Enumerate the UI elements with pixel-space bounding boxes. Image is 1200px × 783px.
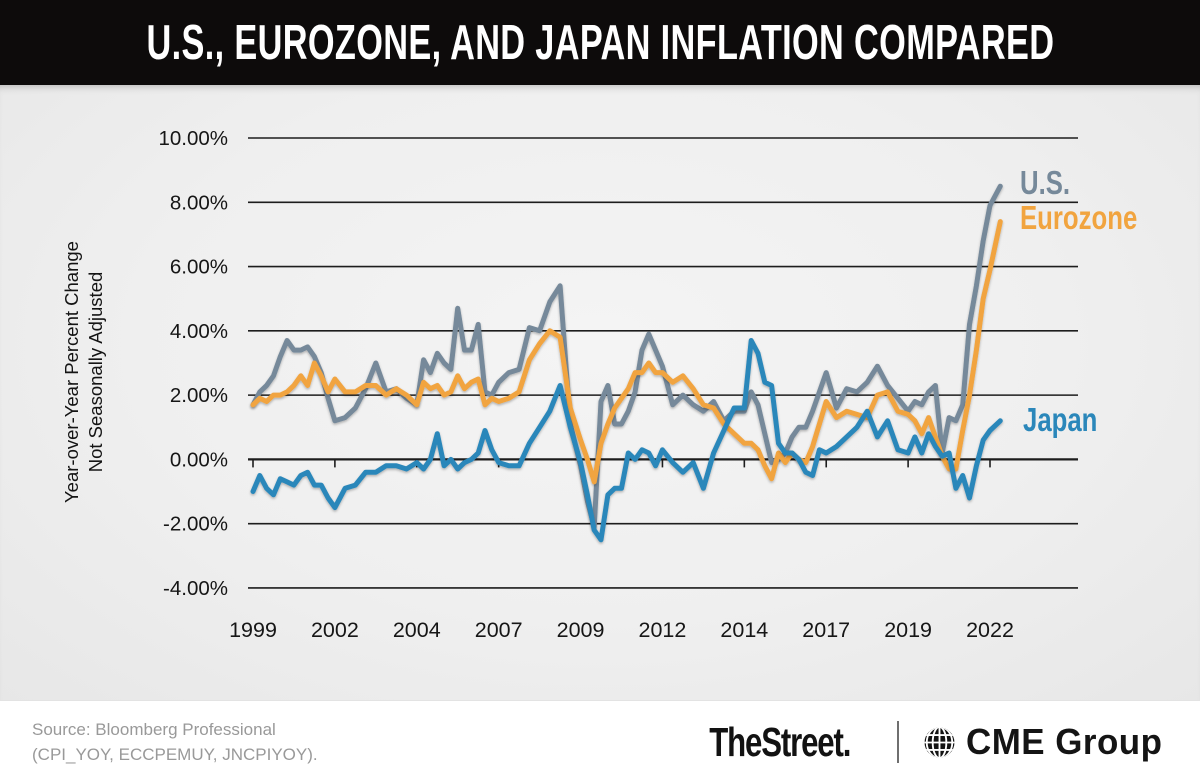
x-tick-label: 1999 <box>229 618 277 642</box>
thestreet-logo-dot: . <box>842 718 852 765</box>
footer: Source: Bloomberg Professional (CPI_YOY,… <box>0 700 1200 783</box>
x-tick-label: 2012 <box>639 618 687 642</box>
series-line-eurozone <box>250 219 1003 485</box>
thestreet-logo-text: TheStreet <box>709 718 844 765</box>
x-tick-label: 2019 <box>884 618 932 642</box>
inflation-line-chart: 10.00% 8.00% 6.00% 4.00% 2.00% 0.00% -2.00% -4.… <box>158 127 1078 642</box>
y-tick-labels: 10.00% 8.00% 6.00% 4.00% 2.00% 0.00% -2.00% -4.… <box>158 127 228 600</box>
x-tick-label: 2002 <box>311 618 359 642</box>
y-tick-label: 2.00% <box>170 384 228 407</box>
x-tick-label: 2009 <box>557 618 605 642</box>
y-axis-title: Year-over-Year Percent Change Not Season… <box>60 241 108 503</box>
cme-group-logo-text: CME Group <box>965 721 1162 762</box>
logo-divider <box>896 721 899 763</box>
y-tick-label: 0.00% <box>170 448 228 471</box>
page-title: U.S., EUROZONE, AND JAPAN INFLATION COMP… <box>146 15 1054 70</box>
chart-canvas: 10.00% 8.00% 6.00% 4.00% 2.00% 0.00% -2.00% -4.… <box>0 85 1200 700</box>
legend-label-eurozone: Eurozone <box>1020 199 1138 236</box>
x-axis-tick-marks <box>252 459 991 468</box>
series-line-japan <box>250 338 1003 543</box>
footer-logos: TheStreet. CME Group <box>687 721 1168 763</box>
legend-label-us: U.S. <box>1020 164 1071 201</box>
series-line-us <box>250 183 1003 530</box>
y-tick-label: 10.00% <box>158 127 228 150</box>
x-tick-label: 2022 <box>966 618 1014 642</box>
source-note: Source: Bloomberg Professional (CPI_YOY,… <box>32 717 318 768</box>
thestreet-logo: TheStreet. <box>709 718 852 765</box>
globe-icon <box>924 727 954 757</box>
y-tick-label: 4.00% <box>170 320 228 343</box>
y-tick-label: 6.00% <box>170 256 228 279</box>
x-tick-label: 2014 <box>720 618 768 642</box>
x-tick-label: 2004 <box>393 618 441 642</box>
x-tick-labels: 1999 2002 2004 2007 2009 2012 2014 2017 2019 2022 <box>229 618 1014 642</box>
x-tick-label: 2007 <box>475 618 523 642</box>
page-title-wrap: U.S., EUROZONE, AND JAPAN INFLATION COMP… <box>0 15 1200 71</box>
legend-label-japan: Japan <box>1023 401 1098 438</box>
y-axis-title-line1: Year-over-Year Percent Change <box>60 241 82 503</box>
cme-group-logo: CME Group <box>923 724 1168 760</box>
y-axis-title-line2: Not Seasonally Adjusted <box>85 271 106 473</box>
title-bar: U.S., EUROZONE, AND JAPAN INFLATION COMP… <box>0 0 1200 85</box>
y-tick-label: 8.00% <box>170 191 228 214</box>
y-tick-label: -2.00% <box>163 513 228 536</box>
source-line1: Source: Bloomberg Professional <box>32 719 276 739</box>
x-tick-label: 2017 <box>802 618 850 642</box>
source-line2: (CPI_YOY, ECCPEMUY, JNCPIYOY). <box>32 745 318 764</box>
y-tick-label: -4.00% <box>163 577 228 600</box>
